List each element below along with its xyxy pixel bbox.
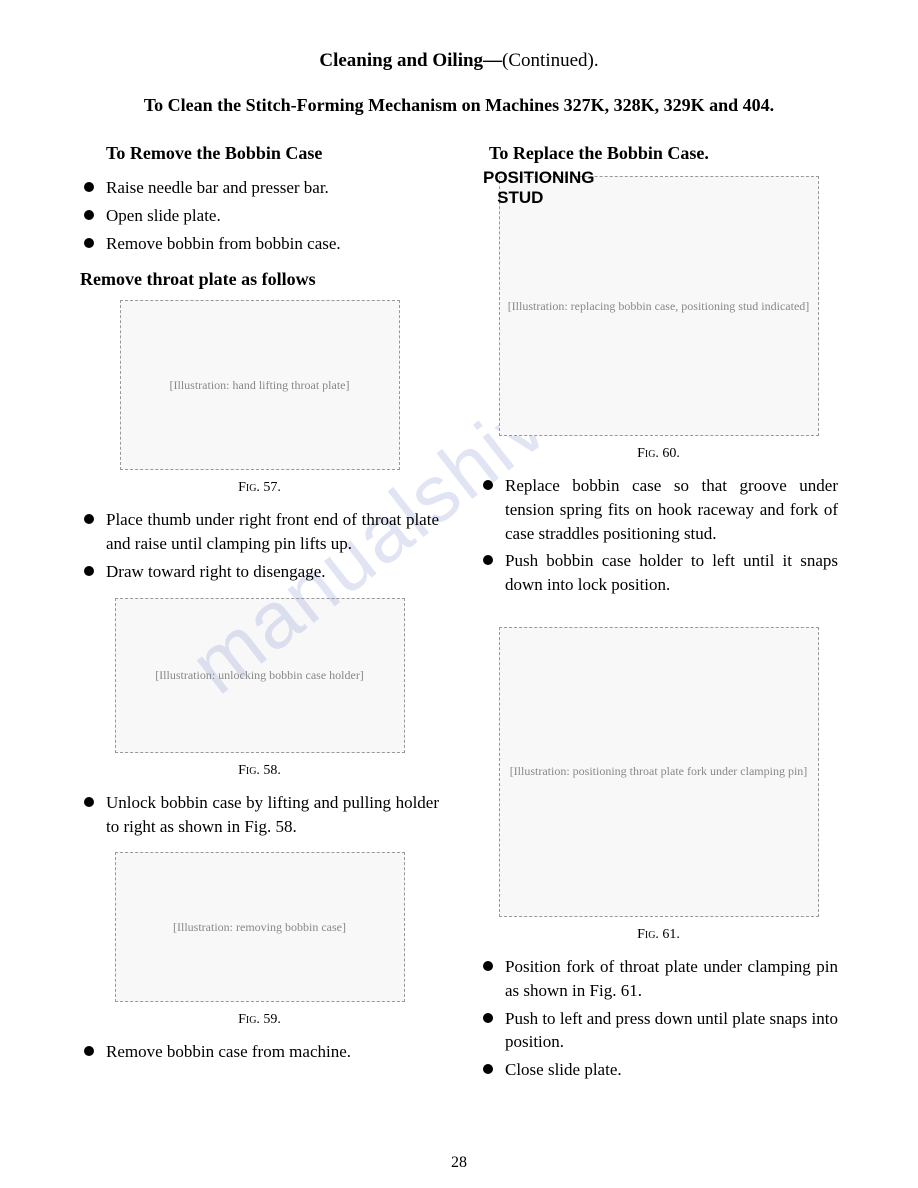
fig58-caption: Fig. 58. xyxy=(80,763,439,779)
page-number: 28 xyxy=(451,1154,467,1172)
fig59-alt: [Illustration: removing bobbin case] xyxy=(173,920,346,935)
bullet-item: Place thumb under right front end of thr… xyxy=(80,508,439,556)
left-bullets-2: Place thumb under right front end of thr… xyxy=(80,508,439,583)
figure-58: [Illustration: unlocking bobbin case hol… xyxy=(80,598,439,753)
positioning-label-line1: POSITIONING xyxy=(483,168,594,187)
positioning-stud-label: POSITIONING STUD xyxy=(483,168,594,207)
figure-57-image: [Illustration: hand lifting throat plate… xyxy=(120,300,400,470)
bullet-item: Raise needle bar and presser bar. xyxy=(80,176,439,200)
left-bullets-4: Remove bobbin case from machine. xyxy=(80,1040,439,1064)
left-heading-2: Remove throat plate as follows xyxy=(80,269,439,290)
title-bold: Cleaning and Oiling— xyxy=(319,50,502,71)
fig60-wrapper: POSITIONING STUD [Illustration: replacin… xyxy=(479,176,838,436)
figure-58-image: [Illustration: unlocking bobbin case hol… xyxy=(115,598,405,753)
page-title: Cleaning and Oiling—(Continued). xyxy=(80,50,838,72)
bullet-item: Position fork of throat plate under clam… xyxy=(479,955,838,1003)
left-heading-1: To Remove the Bobbin Case xyxy=(80,143,439,164)
figure-61-image: [Illustration: positioning throat plate … xyxy=(499,627,819,917)
bullet-item: Unlock bobbin case by lifting and pullin… xyxy=(80,791,439,839)
figure-59-image: [Illustration: removing bobbin case] xyxy=(115,852,405,1002)
title-rest: (Continued). xyxy=(502,50,599,71)
fig58-alt: [Illustration: unlocking bobbin case hol… xyxy=(155,668,364,683)
bullet-item: Replace bobbin case so that groove under… xyxy=(479,474,838,545)
fig61-alt: [Illustration: positioning throat plate … xyxy=(510,764,808,779)
section-heading: To Clean the Stitch-Forming Mechanism on… xyxy=(80,92,838,119)
bullet-item: Push to left and press down until plate … xyxy=(479,1007,838,1055)
fig57-caption: Fig. 57. xyxy=(80,480,439,496)
left-bullets-1: Raise needle bar and presser bar. Open s… xyxy=(80,176,439,255)
fig59-caption: Fig. 59. xyxy=(80,1012,439,1028)
fig57-alt: [Illustration: hand lifting throat plate… xyxy=(170,378,350,393)
right-bullets-1: Replace bobbin case so that groove under… xyxy=(479,474,838,597)
fig60-caption: Fig. 60. xyxy=(479,446,838,462)
figure-61: [Illustration: positioning throat plate … xyxy=(479,627,838,917)
bullet-item: Push bobbin case holder to left until it… xyxy=(479,549,838,597)
bullet-item: Draw toward right to disengage. xyxy=(80,560,439,584)
figure-57: [Illustration: hand lifting throat plate… xyxy=(80,300,439,470)
bullet-item: Remove bobbin case from machine. xyxy=(80,1040,439,1064)
figure-60-image: [Illustration: replacing bobbin case, po… xyxy=(499,176,819,436)
figure-59: [Illustration: removing bobbin case] xyxy=(80,852,439,1002)
figure-60: [Illustration: replacing bobbin case, po… xyxy=(479,176,838,436)
fig61-caption: Fig. 61. xyxy=(479,927,838,943)
fig60-alt: [Illustration: replacing bobbin case, po… xyxy=(508,299,810,314)
bullet-item: Remove bobbin from bobbin case. xyxy=(80,232,439,256)
left-column: To Remove the Bobbin Case Raise needle b… xyxy=(80,143,439,1096)
positioning-label-line2: STUD xyxy=(497,188,543,207)
right-heading-1: To Replace the Bobbin Case. xyxy=(479,143,838,164)
right-bullets-2: Position fork of throat plate under clam… xyxy=(479,955,838,1082)
right-column: To Replace the Bobbin Case. POSITIONING … xyxy=(479,143,838,1096)
bullet-item: Open slide plate. xyxy=(80,204,439,228)
bullet-item: Close slide plate. xyxy=(479,1058,838,1082)
left-bullets-3: Unlock bobbin case by lifting and pullin… xyxy=(80,791,439,839)
